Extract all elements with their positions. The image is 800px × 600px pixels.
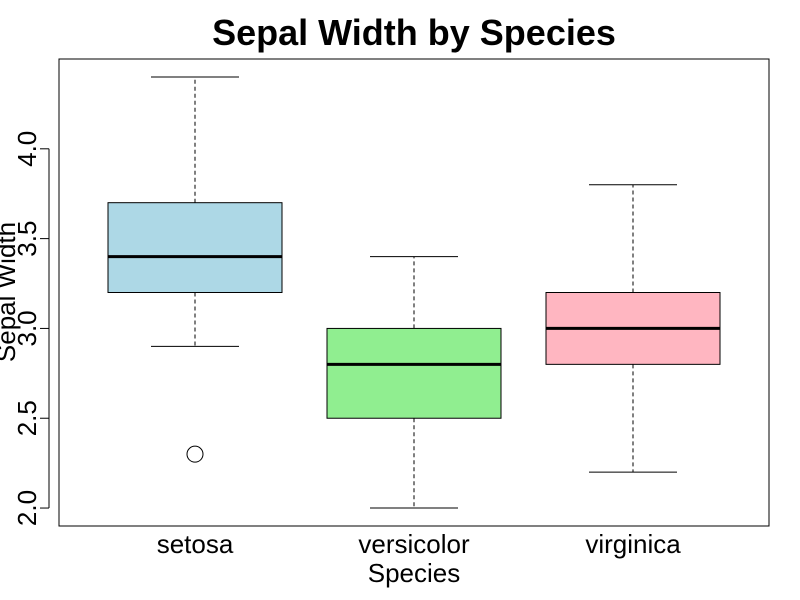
box-versicolor: [326, 256, 502, 509]
y-tick-label: 4.0: [12, 131, 42, 167]
x-axis-title: Species: [368, 558, 461, 588]
y-tick-label: 3.0: [12, 310, 42, 346]
x-tick-label: versicolor: [358, 529, 470, 559]
plot-frame: [58, 58, 770, 527]
y-tick-label: 2.0: [12, 490, 42, 526]
chart-title: Sepal Width by Species: [212, 12, 616, 53]
outlier-point: [186, 445, 204, 463]
x-axis: setosa versicolor virginica: [157, 529, 682, 559]
x-tick-label: virginica: [585, 529, 681, 559]
box-setosa: [107, 76, 283, 463]
x-tick-label: setosa: [157, 529, 234, 559]
boxes-group: [107, 76, 721, 509]
iqr-box: [326, 327, 502, 419]
y-tick-label: 2.5: [12, 400, 42, 436]
y-tick-label: 3.5: [12, 221, 42, 257]
y-axis: 2.0 2.5 3.0 3.5 4.0: [12, 131, 50, 526]
box-virginica: [545, 184, 721, 473]
iqr-box: [107, 202, 283, 293]
y-axis-title: Sepal Width: [0, 222, 21, 362]
